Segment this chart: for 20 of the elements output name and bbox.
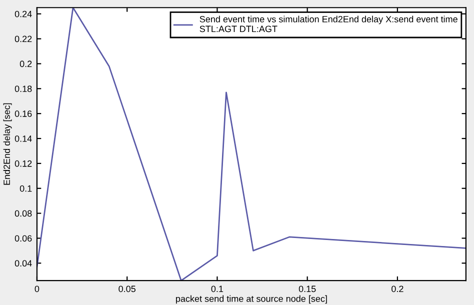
x-tick-label: 0.15: [298, 286, 316, 292]
y-tick-label: 0.2: [20, 60, 32, 68]
x-tick-label: 0.2: [392, 286, 404, 292]
x-tick-label: 0.1: [211, 286, 224, 292]
legend-label: Send event time vs simulation End2End delay X:send event time STL:AGT DTL:AGT: [200, 16, 458, 32]
line-series: [36, 8, 466, 281]
y-tick-label: 0.04: [14, 260, 32, 267]
y-tick-label: 0.1: [20, 185, 32, 192]
x-tick-label: 0: [34, 286, 40, 292]
y-tick-label: 0.14: [14, 135, 32, 142]
y-tick-label: 0.12: [14, 160, 32, 167]
x-axis-title: packet send time at source node [sec]: [176, 295, 327, 304]
y-tick-label: 0.22: [14, 36, 32, 42]
y-tick-label: 0.16: [14, 110, 32, 117]
y-tick-label: 0.24: [14, 10, 32, 18]
x-tick-label: 0.05: [118, 286, 136, 292]
y-tick-label: 0.18: [14, 86, 32, 92]
y-tick-label: 0.08: [14, 210, 32, 217]
y-tick-label: 0.06: [14, 235, 32, 242]
y-axis-title: End2End delay [sec]: [3, 103, 12, 185]
